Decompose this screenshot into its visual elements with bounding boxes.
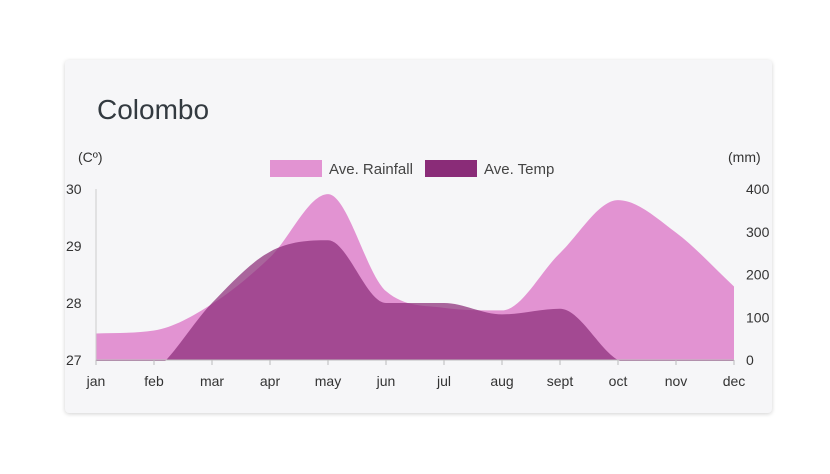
legend-label-temp: Ave. Temp (484, 161, 554, 178)
legend: Ave. Rainfall Ave. Temp (270, 160, 554, 178)
y-right-tick-label: 200 (746, 267, 770, 283)
x-tick-label: jun (376, 373, 396, 389)
y-right-tick-label: 300 (746, 224, 770, 240)
x-tick-label: mar (200, 373, 224, 389)
legend-swatch-rainfall (270, 160, 322, 177)
x-tick-label: sept (547, 373, 574, 389)
legend-swatch-temp (425, 160, 477, 177)
y-right-axis-label: (mm) (728, 149, 761, 165)
x-tick-label: feb (144, 373, 164, 389)
x-tick-label: oct (609, 373, 628, 389)
y-left-axis-label: (Cº) (78, 149, 103, 165)
y-right-tick-label: 0 (746, 352, 754, 368)
y-left-tick-label: 28 (66, 295, 82, 311)
x-tick-label: dec (723, 373, 746, 389)
y-right-tick-label: 400 (746, 181, 770, 197)
temp-area (96, 240, 734, 361)
x-tick-label: aug (490, 373, 513, 389)
x-tick-label: jan (86, 373, 106, 389)
x-tick-label: jul (436, 373, 451, 389)
chart-title: Colombo (97, 94, 210, 125)
y-left-tick-label: 30 (66, 181, 82, 197)
y-right-tick-label: 100 (746, 309, 770, 325)
y-left-tick-label: 29 (66, 238, 82, 254)
x-tick-label: apr (260, 373, 281, 389)
y-left-tick-label: 27 (66, 352, 82, 368)
legend-label-rainfall: Ave. Rainfall (329, 161, 413, 178)
x-tick-label: may (315, 373, 341, 389)
x-tick-label: nov (665, 373, 688, 389)
